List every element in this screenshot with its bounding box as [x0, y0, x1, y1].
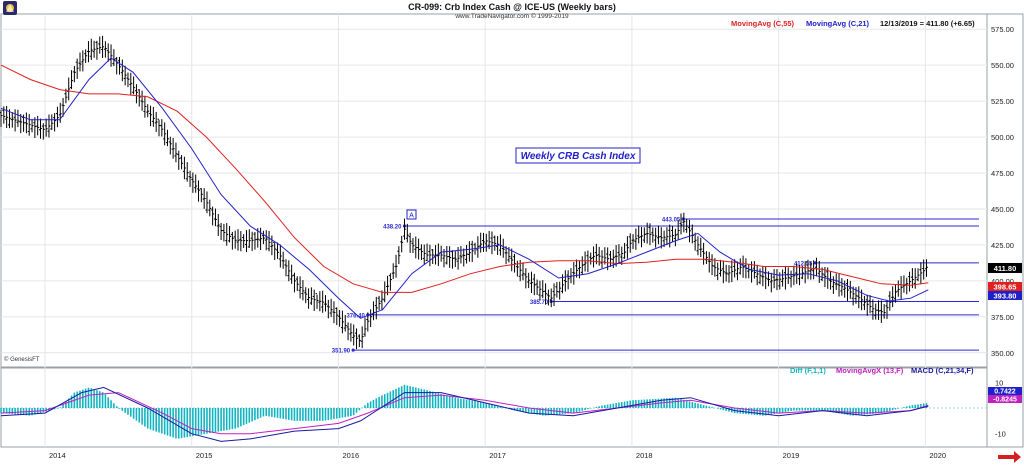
close-price-tag-label: 411.80 [994, 264, 1017, 273]
y-tick-label: 550.00 [991, 61, 1014, 70]
mavgx-line [0, 392, 929, 435]
ma21-price-tag-label: 393.80 [994, 292, 1017, 301]
macd-top-tag [988, 387, 1022, 395]
ma55-price-tag-label: 398.65 [994, 283, 1017, 292]
annotation-marker[interactable] [406, 209, 417, 220]
price-panel-frame [0, 13, 988, 368]
macd-top-tag-label: 0.7422 [994, 389, 1016, 396]
level-anchor [351, 348, 355, 352]
y-tick-label: 375.00 [991, 313, 1014, 322]
annotation-title: Weekly CRB Cash Index [521, 151, 636, 162]
legend-ma55: MovingAvg (C,55) [731, 19, 795, 28]
macd-bottom-tag [988, 395, 1022, 403]
legend-mavgx: MovingAvgX (13,F) [836, 366, 904, 375]
level-label: 412.55 [794, 261, 813, 267]
x-tick-label: 2018 [636, 451, 653, 460]
horizontal-levels[interactable]: 443.05 438.20 412.55 385.70 376.40 351.90 [332, 217, 979, 355]
level-anchor [681, 217, 685, 221]
x-tick-label: 2015 [196, 451, 213, 460]
legend-last-value: 12/13/2019 = 411.80 (+6.65) [880, 19, 975, 28]
ma55-price-tag [988, 282, 1022, 291]
level-label: 438.20 [383, 224, 402, 230]
watermark: © GenesisFT [4, 356, 40, 363]
copyright-text: www.TradeNavigator.com © 1999-2019 [454, 12, 569, 20]
ma21-price-tag [988, 291, 1022, 300]
legend-diff: Diff (F,1,1) [790, 366, 826, 375]
y-tick-label: 525.00 [991, 97, 1014, 106]
legend-macd: MACD (C,21,34,F) [911, 366, 974, 375]
y-tick-label: 575.00 [991, 25, 1014, 34]
macd-bottom-tag-label: -0.8245 [993, 397, 1017, 404]
macd-y-tick-label: -10 [995, 430, 1006, 439]
moving-average-lines [0, 57, 929, 319]
y-tick-label: 450.00 [991, 205, 1014, 214]
level-label: 385.70 [530, 300, 549, 306]
time-axis-ticks: 2014 2015 2016 2017 2018 2019 2020 [49, 451, 946, 460]
y-axis-strip [986, 13, 1024, 448]
annotation-box[interactable] [515, 147, 641, 164]
x-tick-label: 2014 [49, 451, 66, 460]
y-tick-label: 350.00 [991, 349, 1014, 358]
macd-series [0, 384, 929, 442]
y-tick-label: 400.00 [991, 277, 1014, 286]
tradenavigator-logo-icon [3, 1, 17, 15]
macd-y-tick-label: 10 [995, 378, 1003, 387]
close-price-tag [988, 263, 1022, 273]
annotation-marker-label: A [409, 213, 414, 220]
price-axis-ticks: 575.00 550.00 525.00 500.00 475.00 450.00 425.… [991, 25, 1014, 439]
x-tick-label: 2016 [342, 451, 359, 460]
chart-title: CR-099: Crb Index Cash @ ICE-US (Weekly … [408, 2, 616, 12]
level-label: 443.05 [662, 217, 681, 223]
scroll-right-arrow-icon[interactable] [998, 451, 1021, 463]
y-tick-label: 475.00 [991, 169, 1014, 178]
macd-line [0, 386, 929, 442]
level-label: 376.40 [346, 313, 365, 319]
level-label: 351.90 [332, 349, 351, 355]
legend-ma21: MovingAvg (C,21) [806, 19, 870, 28]
y-tick-label: 500.00 [991, 133, 1014, 142]
x-tick-label: 2017 [489, 451, 506, 460]
x-tick-label: 2019 [783, 451, 800, 460]
x-tick-label: 2020 [929, 451, 946, 460]
price-bars [0, 35, 929, 350]
y-tick-label: 425.00 [991, 241, 1014, 250]
ma21-line [0, 57, 929, 319]
